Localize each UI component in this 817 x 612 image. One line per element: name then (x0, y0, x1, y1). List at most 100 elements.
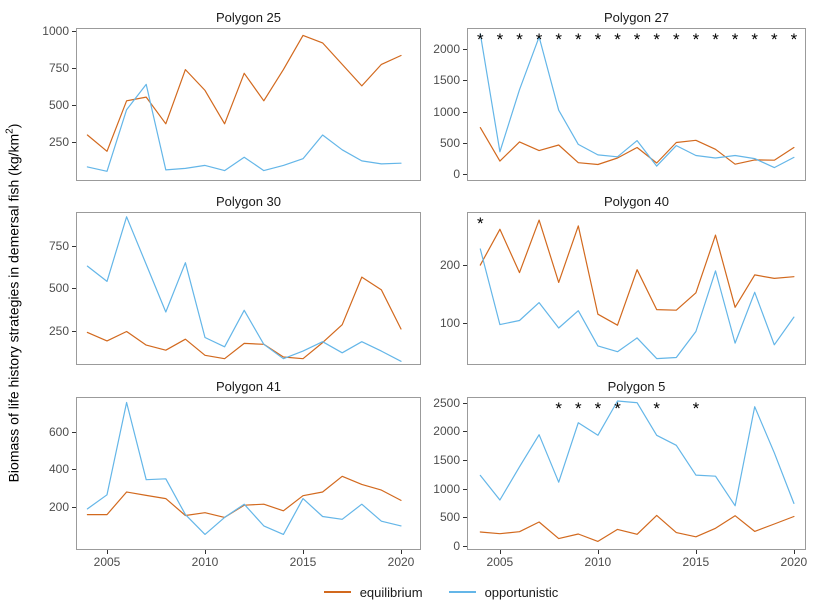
opportunistic-line-swatch (448, 591, 476, 593)
significance-asterisk: * (673, 30, 680, 49)
y-tick-label: 1500 (433, 452, 460, 467)
plot-area-polygon-40: * (467, 212, 806, 365)
panel-polygon-5: * * * * * * (467, 397, 806, 550)
y-tick-label: 750 (48, 61, 69, 76)
x-tick-label: 2020 (780, 555, 808, 569)
y-tick-mark (463, 545, 467, 547)
x-tick-mark (107, 550, 108, 554)
significance-asterisk: * (516, 30, 523, 49)
x-tick-mark (793, 550, 795, 554)
x-tick-mark (401, 550, 402, 554)
y-tick-mark (463, 173, 467, 175)
panel-border (467, 212, 806, 365)
significance-asterisk: * (693, 399, 700, 418)
y-tick-mark (463, 431, 467, 433)
equilibrium-line-swatch (323, 591, 351, 593)
x-tick-mark (303, 550, 304, 554)
y-tick-label: 500 (439, 510, 460, 525)
significance-asterisk: * (771, 30, 778, 49)
panel-title-polygon-27: Polygon 27 (603, 10, 670, 25)
series-line-opportunistic (86, 401, 402, 535)
y-tick-label: 0 (453, 538, 460, 553)
legend-label-equilibrium: equilibrium (359, 584, 423, 600)
y-tick-mark (463, 80, 467, 82)
y-axis-title-superscript: 2 (4, 128, 16, 134)
significance-asterisk: * (477, 214, 484, 233)
panel-title-polygon-40: Polygon 40 (603, 194, 670, 209)
significance-asterisk: * (575, 30, 582, 49)
panel-title-polygon-30: Polygon 30 (215, 194, 282, 209)
y-axis-title-close: ) (5, 123, 22, 129)
y-tick-label: 1000 (42, 24, 69, 38)
significance-asterisk: * (653, 399, 660, 418)
y-tick-label: 750 (48, 238, 69, 253)
panel-title-polygon-25: Polygon 25 (215, 10, 282, 25)
y-tick-mark (463, 459, 467, 461)
legend-item-equilibrium: equilibrium (323, 584, 423, 600)
x-tick-label: 2005 (486, 555, 514, 569)
y-tick-mark (72, 288, 76, 290)
x-tick-mark (499, 550, 501, 554)
y-tick-label: 500 (48, 281, 69, 296)
significance-asterisk: * (614, 399, 621, 418)
y-tick-label: 2000 (433, 424, 460, 439)
y-tick-mark (72, 245, 76, 247)
y-tick-mark (72, 142, 76, 144)
x-tick-label: 2010 (191, 555, 219, 569)
significance-asterisk: * (497, 30, 504, 49)
plot-area-polygon-5: * * * * * * (467, 397, 806, 550)
significance-asterisk: * (595, 30, 602, 49)
y-tick-label: 400 (48, 462, 69, 477)
significance-asterisk: * (595, 399, 602, 418)
significance-asterisk: * (791, 30, 798, 49)
panel-polygon-41 (76, 397, 421, 550)
legend: equilibrium opportunistic (76, 581, 806, 603)
y-tick-mark (463, 488, 467, 490)
significance-asterisk: * (614, 30, 621, 49)
series-line-equilibrium (479, 219, 795, 326)
significance-asterisk: * (555, 399, 562, 418)
series-line-opportunistic (479, 248, 795, 360)
y-tick-mark (463, 111, 467, 113)
y-tick-label: 500 (48, 98, 69, 113)
panel-border (76, 28, 421, 181)
panel-border (467, 28, 806, 181)
series-line-opportunistic (86, 216, 402, 362)
y-tick-label: 200 (48, 500, 69, 514)
y-tick-label: 1500 (433, 73, 460, 88)
y-axis-title-text: Biomass of life history strategies in de… (5, 133, 22, 483)
significance-asterisk: * (634, 30, 641, 49)
x-tick-label: 2020 (387, 555, 415, 569)
y-tick-mark (463, 402, 467, 404)
y-tick-label: 500 (439, 135, 460, 150)
series-line-opportunistic (479, 400, 795, 507)
significance-asterisk: * (732, 30, 739, 49)
y-tick-mark (463, 142, 467, 144)
y-tick-label: 100 (439, 315, 460, 330)
y-tick-mark (463, 322, 467, 324)
significance-asterisk: * (751, 30, 758, 49)
y-tick-label: 2500 (433, 395, 460, 410)
significance-asterisk: * (575, 399, 582, 418)
y-tick-mark (72, 507, 76, 508)
x-tick-mark (205, 550, 206, 554)
x-tick-mark (695, 550, 697, 554)
panel-polygon-40: * (467, 212, 806, 365)
plot-area-polygon-41 (76, 397, 421, 550)
panel-title-polygon-41: Polygon 41 (215, 379, 282, 394)
y-tick-label: 250 (48, 135, 69, 150)
panel-polygon-25 (76, 28, 421, 181)
plot-area-polygon-25 (76, 28, 421, 181)
plot-area-polygon-27: * * * * * * * * * * * * * * * * * (467, 28, 806, 181)
y-tick-label: 250 (48, 323, 69, 338)
y-tick-mark (463, 517, 467, 519)
series-line-equilibrium (86, 475, 402, 519)
series-line-equilibrium (86, 276, 402, 360)
panel-title-polygon-5: Polygon 5 (607, 379, 666, 394)
y-tick-mark (72, 105, 76, 107)
y-tick-mark (72, 431, 76, 433)
y-tick-label: 2000 (433, 42, 460, 57)
x-tick-label: 2015 (682, 555, 710, 569)
y-tick-mark (72, 68, 76, 70)
